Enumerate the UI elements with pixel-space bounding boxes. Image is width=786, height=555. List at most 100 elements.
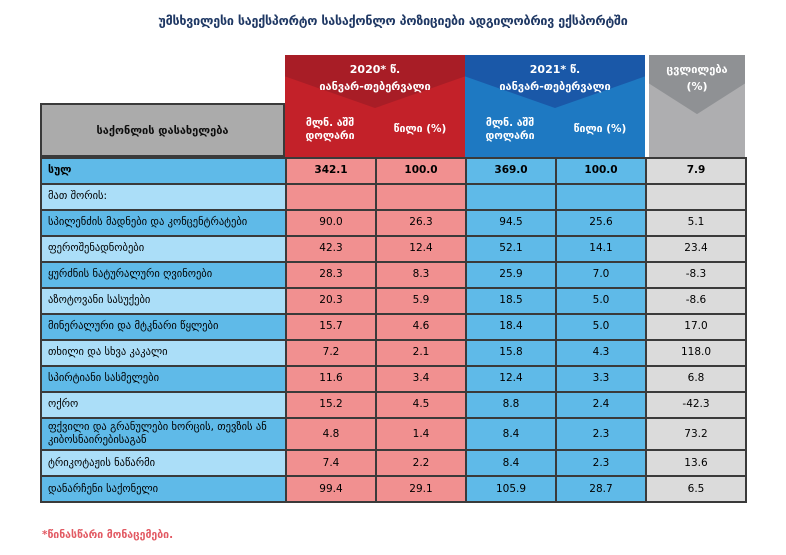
cell-change: 118.0 (645, 339, 747, 367)
cell-2021-usd: 12.4 (465, 365, 557, 393)
table-row: დანარჩენი საქონელი 99.4 29.1 105.9 28.7 … (40, 475, 747, 504)
cell-2020-share: 2.2 (375, 449, 467, 478)
table-row: მათ შორის: (40, 183, 747, 211)
cell-2020-share: 12.4 (375, 235, 467, 263)
cell-2020-share: 5.9 (375, 287, 467, 315)
cell-change: 5.1 (645, 209, 747, 237)
cell-change: 13.6 (645, 449, 747, 478)
header-2021-usd: მლნ. აშშ დოლარი (485, 116, 535, 142)
cell-2021-share: 7.0 (555, 261, 647, 289)
row-label: მათ შორის: (40, 183, 287, 211)
cell-change: 6.5 (645, 475, 747, 504)
cell-2021-share: 2.3 (555, 416, 647, 452)
header-change-unit: (%) (686, 80, 708, 93)
cell-2021-share (555, 183, 647, 211)
row-label: ყურძნის ნატურალური ღვინოები (40, 261, 287, 289)
row-label: სპილენძის მადნები და კონცენტრატები (40, 209, 287, 237)
cell-2020-usd: 7.2 (285, 339, 377, 367)
table-header-row: საქონლის დასახელება 2020* წ. იანვარ-თებე… (40, 55, 745, 157)
cell-2021-share: 100.0 (555, 157, 647, 185)
cell-2021-share: 5.0 (555, 313, 647, 341)
cell-change: -8.6 (645, 287, 747, 315)
cell-2020-usd (285, 183, 377, 211)
table-row: სპირტიანი სასმელები 11.6 3.4 12.4 3.3 6.… (40, 365, 747, 393)
header-gap (645, 55, 649, 157)
header-2020-subcolumns: მლნ. აშშ დოლარი წილი (%) (285, 105, 465, 155)
cell-2020-share: 1.4 (375, 416, 467, 452)
cell-2021-usd: 18.5 (465, 287, 557, 315)
data-table: სულ 342.1 100.0 369.0 100.0 7.9 მათ შორი… (40, 157, 747, 504)
row-label: ტრიკოტაჟის ნაწარმი (40, 449, 287, 478)
cell-change: 17.0 (645, 313, 747, 341)
table-row: მინერალური და მტკნარი წყლები 15.7 4.6 18… (40, 313, 747, 341)
cell-2021-share: 2.4 (555, 391, 647, 419)
row-label: ფქვილი და გრანულები ხორცის, თევზის ან კი… (40, 416, 287, 452)
header-2021-period: იანვარ-თებერვალი (499, 80, 611, 93)
cell-2020-usd: 15.7 (285, 313, 377, 341)
cell-2020-share: 29.1 (375, 475, 467, 504)
header-change-block: ცვლილება (%) (649, 55, 745, 157)
cell-change: 23.4 (645, 235, 747, 263)
cell-2021-usd: 105.9 (465, 475, 557, 504)
row-label: სულ (40, 157, 287, 185)
table-row: თხილი და სხვა კაკალი 7.2 2.1 15.8 4.3 11… (40, 339, 747, 367)
cell-2021-share: 5.0 (555, 287, 647, 315)
cell-2020-usd: 15.2 (285, 391, 377, 419)
row-label: ფეროშენადნობები (40, 235, 287, 263)
header-2020-block: 2020* წ. იანვარ-თებერვალი მლნ. აშშ დოლარ… (285, 55, 465, 157)
row-label: დანარჩენი საქონელი (40, 475, 287, 504)
header-2021-subcolumns: მლნ. აშშ დოლარი წილი (%) (465, 105, 645, 155)
table-row: სულ 342.1 100.0 369.0 100.0 7.9 (40, 157, 747, 185)
cell-2021-share: 25.6 (555, 209, 647, 237)
cell-2020-usd: 7.4 (285, 449, 377, 478)
header-2020-usd: მლნ. აშშ დოლარი (305, 116, 355, 142)
cell-2020-share: 2.1 (375, 339, 467, 367)
cell-2021-usd: 15.8 (465, 339, 557, 367)
cell-2020-share: 26.3 (375, 209, 467, 237)
cell-2020-share: 8.3 (375, 261, 467, 289)
cell-2020-usd: 90.0 (285, 209, 377, 237)
cell-2020-usd: 28.3 (285, 261, 377, 289)
goods-name-header: საქონლის დასახელება (40, 103, 285, 157)
cell-2021-usd: 8.4 (465, 449, 557, 478)
cell-2020-share: 100.0 (375, 157, 467, 185)
table-row: ტრიკოტაჟის ნაწარმი 7.4 2.2 8.4 2.3 13.6 (40, 449, 747, 478)
cell-2021-usd: 94.5 (465, 209, 557, 237)
cell-2020-share (375, 183, 467, 211)
table-row: სპილენძის მადნები და კონცენტრატები 90.0 … (40, 209, 747, 237)
row-label: ოქრო (40, 391, 287, 419)
row-label: მინერალური და მტკნარი წყლები (40, 313, 287, 341)
table-row: ყურძნის ნატურალური ღვინოები 28.3 8.3 25.… (40, 261, 747, 289)
cell-2021-share: 28.7 (555, 475, 647, 504)
cell-change: -8.3 (645, 261, 747, 289)
cell-change: 6.8 (645, 365, 747, 393)
table-row: ფეროშენადნობები 42.3 12.4 52.1 14.1 23.4 (40, 235, 747, 263)
cell-2021-share: 14.1 (555, 235, 647, 263)
header-2020-share: წილი (%) (393, 123, 447, 136)
cell-change: 73.2 (645, 416, 747, 452)
page-title: უმსხვილესი საექსპორტო სასაქონლო პოზიციებ… (158, 13, 628, 28)
cell-2021-usd: 8.4 (465, 416, 557, 452)
cell-2021-usd (465, 183, 557, 211)
cell-change: 7.9 (645, 157, 747, 185)
cell-2021-usd: 52.1 (465, 235, 557, 263)
cell-2020-usd: 20.3 (285, 287, 377, 315)
table-row: ოქრო 15.2 4.5 8.8 2.4 -42.3 (40, 391, 747, 419)
header-2021-share: წილი (%) (573, 123, 627, 136)
header-2021-block: 2021* წ. იანვარ-თებერვალი მლნ. აშშ დოლარ… (465, 55, 645, 157)
cell-2021-usd: 369.0 (465, 157, 557, 185)
header-change-label: ცვლილება (666, 63, 728, 76)
cell-2020-share: 3.4 (375, 365, 467, 393)
header-2020-period: იანვარ-თებერვალი (319, 80, 431, 93)
cell-2020-usd: 4.8 (285, 416, 377, 452)
cell-2021-share: 3.3 (555, 365, 647, 393)
cell-2021-share: 4.3 (555, 339, 647, 367)
cell-2020-share: 4.6 (375, 313, 467, 341)
header-2021-year: 2021* წ. (529, 63, 581, 76)
cell-2020-usd: 42.3 (285, 235, 377, 263)
row-label: თხილი და სხვა კაკალი (40, 339, 287, 367)
table-row: ფქვილი და გრანულები ხორცის, თევზის ან კი… (40, 416, 747, 452)
cell-2020-usd: 99.4 (285, 475, 377, 504)
row-label: აზოტოვანი სასუქები (40, 287, 287, 315)
cell-2021-share: 2.3 (555, 449, 647, 478)
